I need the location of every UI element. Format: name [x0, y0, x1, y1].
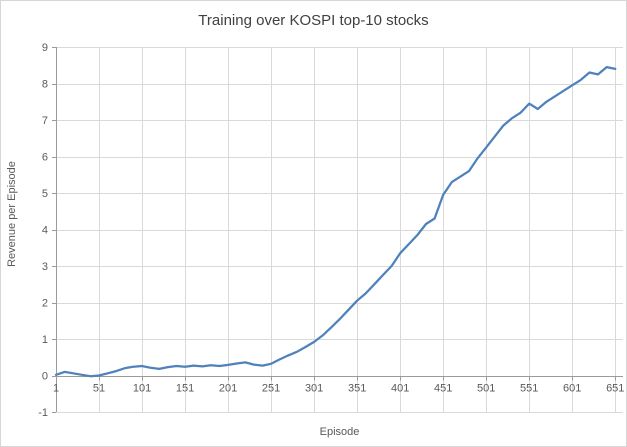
x-tick-label: 601: [563, 383, 581, 395]
y-tick-label: 4: [42, 225, 48, 237]
y-tick-label: 2: [42, 298, 48, 310]
chart-title: Training over KOSPI top-10 stocks: [198, 12, 429, 29]
y-tick-label: 9: [42, 42, 48, 54]
y-tick-label: -1: [38, 407, 48, 419]
x-tick-label: 101: [133, 383, 151, 395]
series-line: [54, 65, 617, 378]
y-tick-label: 5: [42, 188, 48, 200]
x-tick-label: 651: [606, 383, 624, 395]
x-tick-label: 301: [305, 383, 323, 395]
y-axis-title-wrap: Revenue per Episode: [3, 1, 21, 426]
x-tick-label: 51: [93, 383, 105, 395]
x-tick-label: 1: [53, 383, 59, 395]
x-tick-label: 151: [176, 383, 194, 395]
y-tick-label: 3: [42, 261, 48, 273]
x-tick-label: 351: [348, 383, 366, 395]
x-axis-title: Episode: [319, 426, 360, 438]
x-tick-label: 501: [477, 383, 495, 395]
x-tick-label: 451: [434, 383, 452, 395]
x-tick-label: 551: [520, 383, 538, 395]
x-tick-label: 401: [391, 383, 409, 395]
y-tick-label: 6: [42, 152, 48, 164]
x-tick-label: 251: [262, 383, 280, 395]
y-tick-label: 1: [42, 334, 48, 346]
y-tick-label: 8: [42, 79, 48, 91]
y-tick-label: 7: [42, 115, 48, 127]
y-tick-label: 0: [42, 371, 48, 383]
y-axis-title: Revenue per Episode: [6, 160, 19, 267]
x-tick-label: 201: [219, 383, 237, 395]
